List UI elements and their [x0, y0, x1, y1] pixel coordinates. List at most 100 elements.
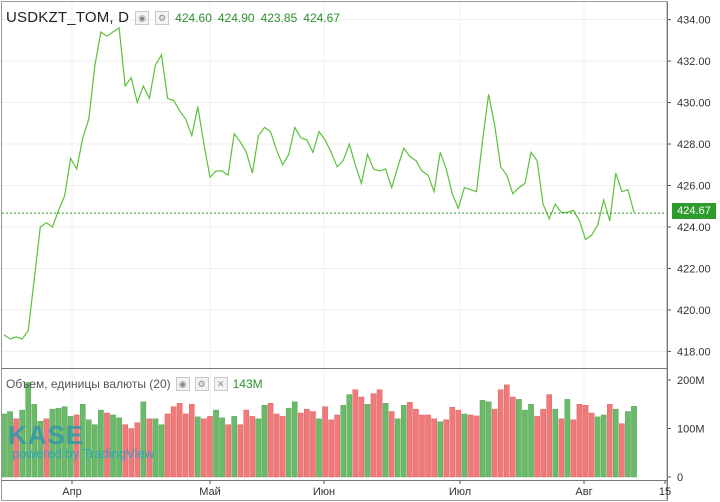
- volume-bar: [49, 408, 56, 478]
- volume-bar: [255, 418, 262, 478]
- series-legend: USDKZT_TOM, D ◉ ⚙ 424.60 424.90 423.85 4…: [6, 9, 340, 26]
- price-tick-label: 426.00: [677, 181, 711, 193]
- volume-bar: [104, 412, 110, 478]
- volume-bar: [55, 407, 62, 478]
- volume-bar: [479, 400, 486, 478]
- price-tick-label: 432.00: [677, 56, 711, 68]
- price-tick-label: 424.00: [677, 222, 711, 234]
- volume-bar: [516, 399, 522, 478]
- volume-bar: [461, 413, 468, 478]
- volume-bar: [419, 414, 425, 478]
- volume-bar: [364, 404, 371, 478]
- volume-bar: [382, 403, 389, 478]
- volume-bar: [237, 424, 244, 478]
- kase-logo: KASE: [8, 420, 85, 450]
- price-tick-label: 422.00: [677, 263, 711, 275]
- volume-bar: [249, 416, 256, 478]
- volume-bar: [164, 413, 171, 478]
- volume-bar: [443, 419, 450, 478]
- volume-bar: [110, 414, 116, 478]
- volume-bar: [231, 416, 237, 478]
- time-tick-label: Май: [199, 486, 221, 498]
- volume-bar: [413, 408, 419, 478]
- volume-bar: [7, 411, 13, 478]
- symbol-label: USDKZT_TOM, D: [6, 9, 130, 26]
- volume-bar: [437, 421, 443, 478]
- volume-bar: [25, 382, 32, 478]
- volume-bar: [455, 409, 462, 478]
- volume-bar: [116, 417, 122, 478]
- volume-bar: [128, 428, 135, 478]
- time-tick-label: Авг: [575, 486, 592, 498]
- volume-bar: [61, 406, 68, 478]
- volume-bar: [631, 405, 637, 478]
- eye-icon[interactable]: ◉: [175, 377, 190, 391]
- volume-bar: [158, 424, 165, 478]
- volume-bar: [182, 413, 189, 478]
- volume-bar: [564, 399, 571, 478]
- volume-bar: [225, 424, 231, 478]
- volume-bar: [310, 411, 316, 478]
- volume-bar: [195, 416, 201, 478]
- axis-labels: 434.00 432.00 430.00 428.00 426.00 424.00 422.…: [62, 15, 710, 498]
- time-tick-label: 15: [659, 486, 671, 498]
- volume-bar: [606, 404, 613, 478]
- volume-bar: [358, 396, 365, 478]
- last-price-tag: 424.67: [672, 203, 716, 219]
- volume-bar: [304, 408, 310, 478]
- volume-bar: [491, 408, 498, 478]
- volume-bar: [582, 405, 589, 478]
- price-tick-label: 418.00: [677, 346, 711, 358]
- volume-bar: [170, 406, 177, 478]
- volume-bar: [37, 421, 44, 478]
- volume-bar: [213, 409, 219, 478]
- volume-bar: [92, 424, 98, 478]
- volume-bar: [152, 418, 159, 478]
- close-value: 424.67: [303, 10, 340, 25]
- volume-bar: [625, 411, 631, 478]
- volume-bar: [485, 401, 492, 478]
- volume-bar: [19, 409, 25, 478]
- volume-bar: [285, 407, 292, 478]
- volume-label: Объем, единицы валюты (20): [6, 377, 171, 391]
- volume-bar: [98, 409, 104, 478]
- volume-bar: [528, 404, 534, 478]
- volume-bar: [510, 396, 516, 478]
- volume-bar: [261, 405, 268, 478]
- volume-bar: [267, 403, 274, 478]
- open-value: 424.60: [175, 10, 212, 25]
- volume-tick-label: 0: [677, 472, 683, 484]
- volume-bar: [534, 416, 540, 478]
- low-value: 423.85: [260, 10, 298, 25]
- time-tick-label: Июл: [449, 486, 471, 498]
- close-icon[interactable]: ✕: [213, 377, 228, 391]
- volume-bar: [207, 416, 213, 478]
- volume-bar: [388, 411, 395, 478]
- volume-bar: [86, 419, 92, 478]
- volume-tick-label: 200M: [677, 375, 705, 387]
- volume-bar: [473, 415, 480, 478]
- volume-bar: [570, 419, 577, 478]
- volume-bar: [43, 418, 50, 478]
- settings-icon[interactable]: ⚙: [194, 377, 209, 391]
- volume-bar: [279, 416, 286, 478]
- volume-bar: [394, 418, 401, 478]
- volume-bars: [1, 382, 637, 478]
- volume-bar: [328, 419, 334, 478]
- volume-bar: [600, 414, 607, 478]
- volume-bar: [140, 401, 147, 478]
- settings-icon[interactable]: ⚙: [155, 10, 170, 25]
- volume-bar: [407, 402, 413, 478]
- eye-icon[interactable]: ◉: [135, 10, 150, 25]
- axes: [1, 1, 671, 501]
- volume-bar: [73, 414, 80, 478]
- volume-bar: [334, 414, 340, 478]
- volume-bar: [13, 418, 19, 478]
- time-tick-label: Апр: [62, 486, 81, 498]
- volume-bar: [522, 409, 528, 478]
- volume-bar: [352, 389, 359, 478]
- volume-bar: [31, 404, 38, 478]
- price-tick-label: 420.00: [677, 305, 711, 317]
- volume-bar: [340, 405, 347, 478]
